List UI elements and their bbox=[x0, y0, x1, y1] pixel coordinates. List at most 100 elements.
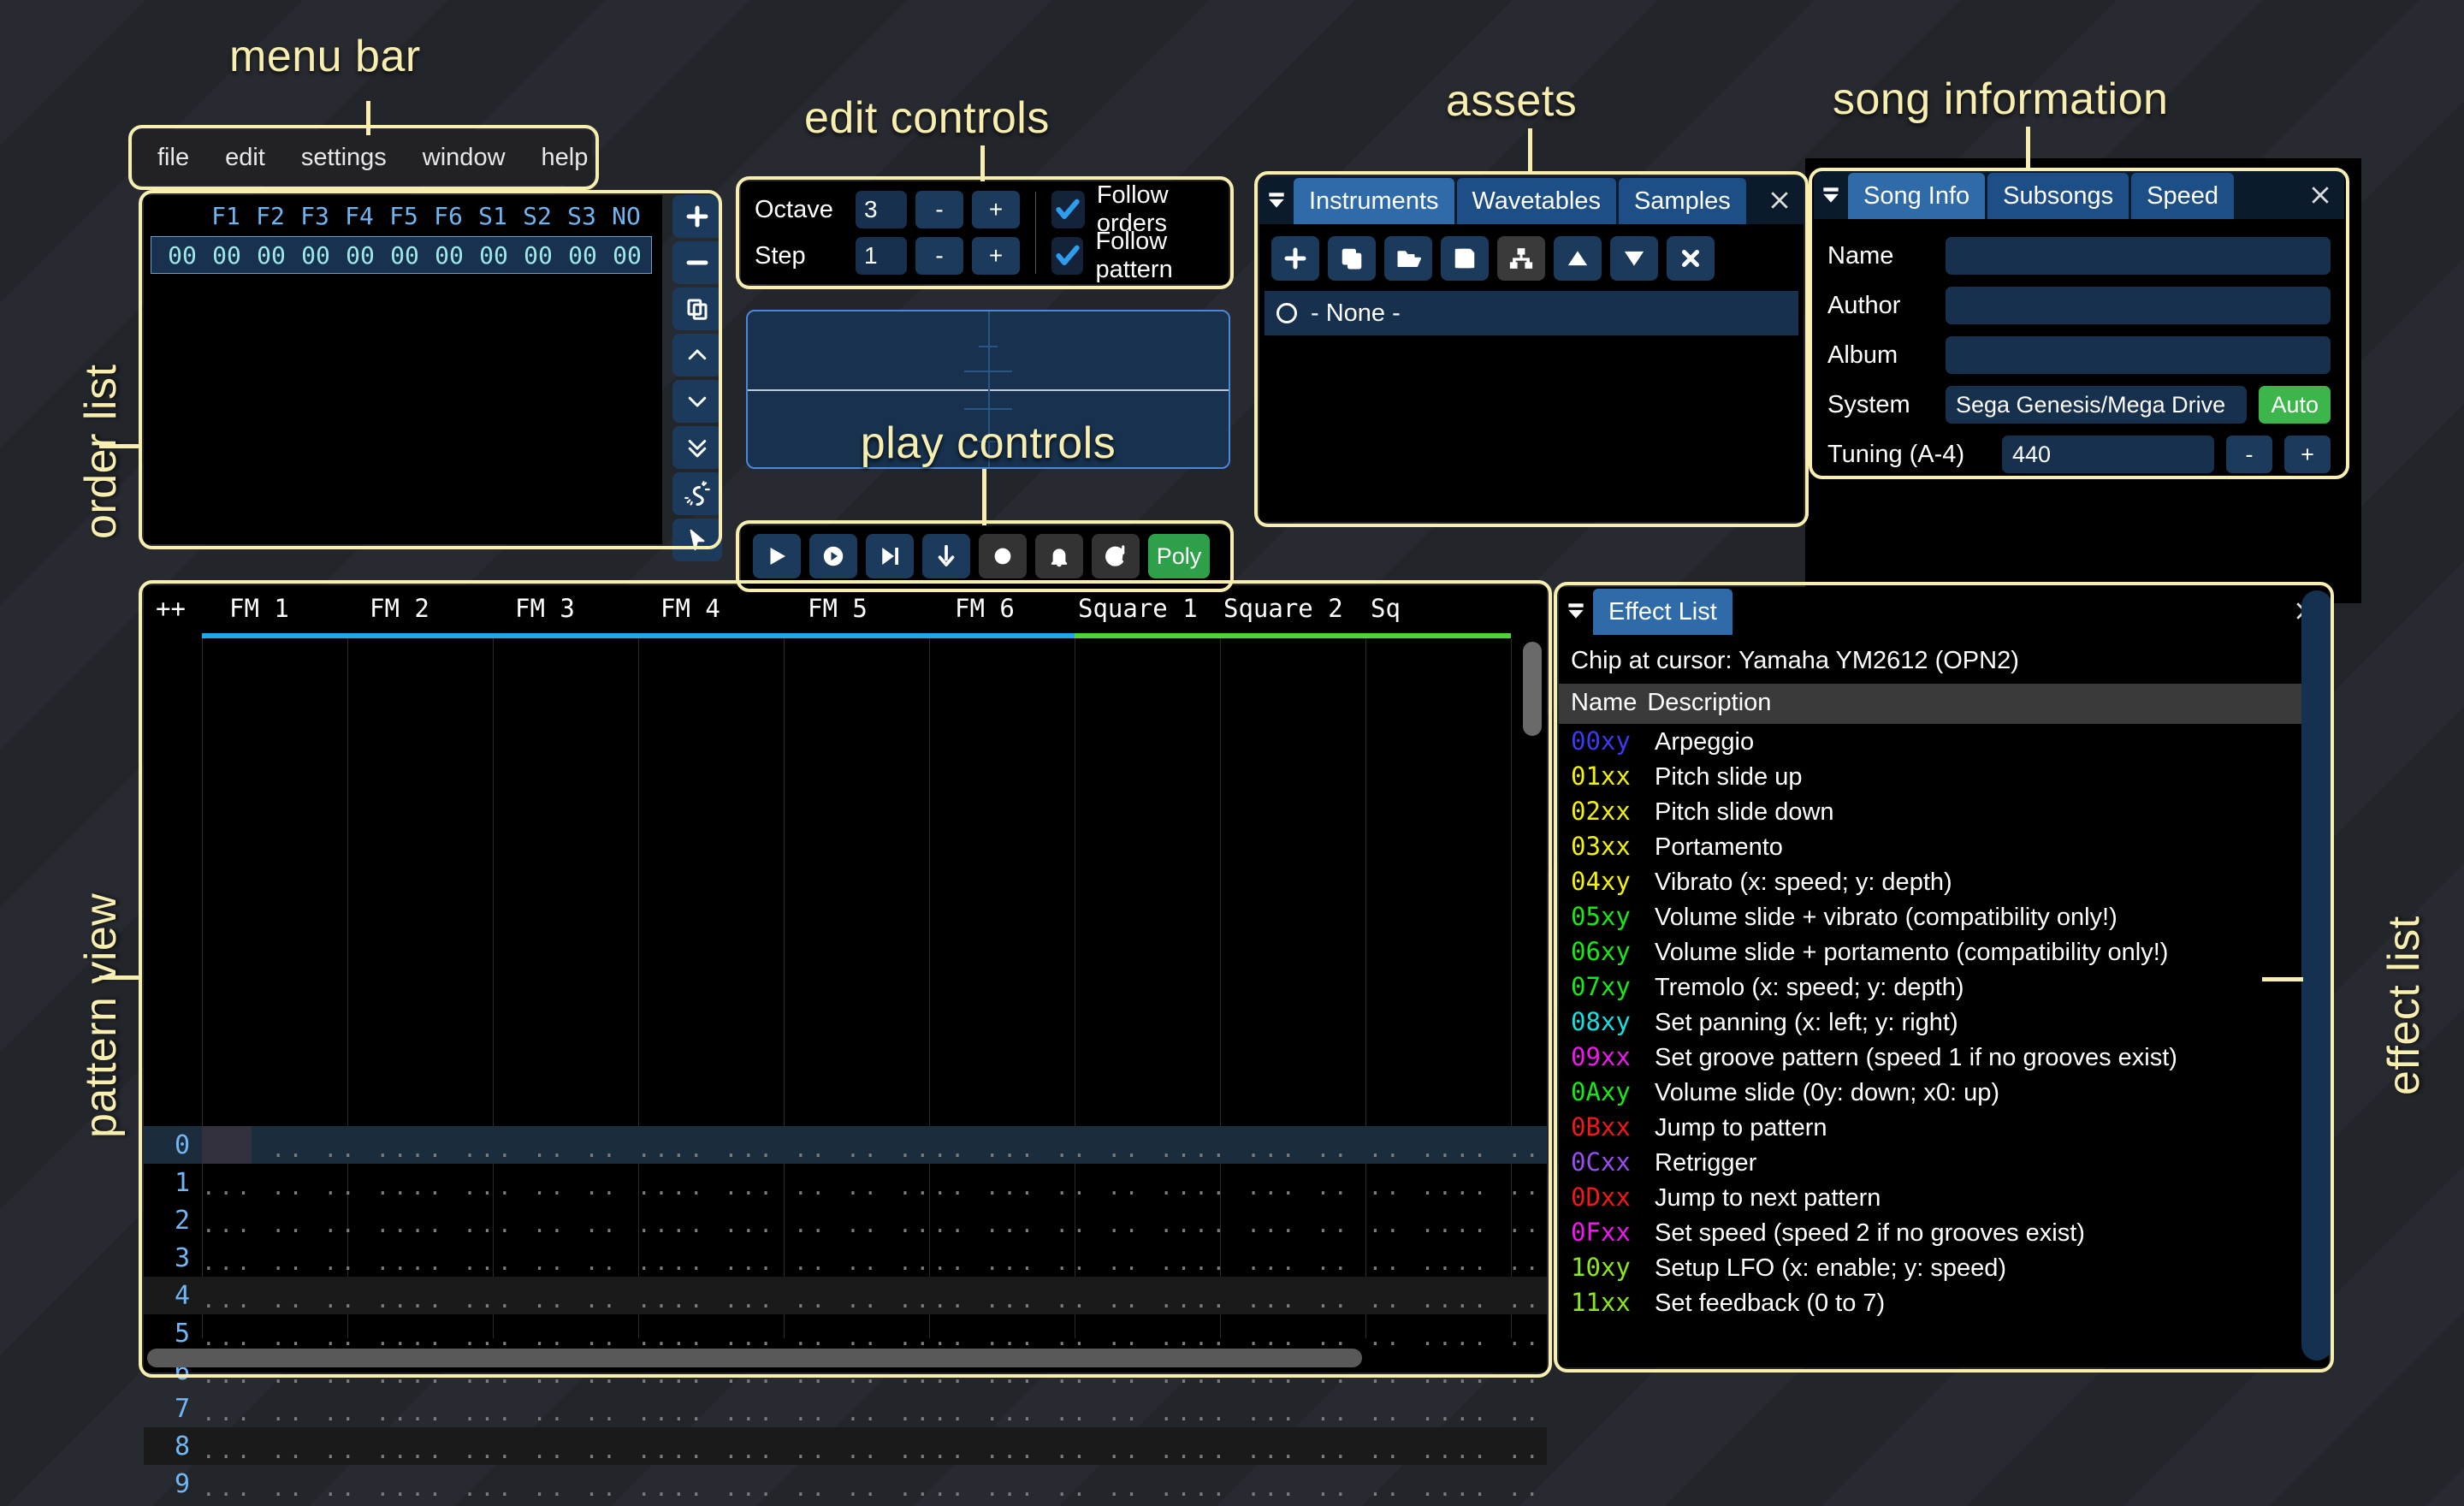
effect-row[interactable]: 11xx Set feedback (0 to 7) bbox=[1559, 1285, 2329, 1320]
triangle-down-icon[interactable] bbox=[1610, 236, 1658, 281]
channel-label-square3[interactable]: Sq bbox=[1371, 594, 1401, 623]
collapse-icon[interactable] bbox=[1259, 176, 1294, 224]
menu-item-file[interactable]: file bbox=[157, 143, 190, 171]
oscilloscope-view[interactable] bbox=[746, 310, 1230, 469]
pattern-row-cells[interactable]: ... .. .. .... ... .. .. .... ... .. .. … bbox=[202, 1213, 1547, 1238]
tuning-minus-button[interactable]: - bbox=[2226, 436, 2272, 473]
step-value[interactable]: 1 bbox=[856, 237, 907, 275]
order-cell[interactable]: 00 bbox=[613, 240, 642, 270]
effect-row[interactable]: 00xy Arpeggio bbox=[1559, 724, 2329, 759]
order-cell[interactable]: 00 bbox=[346, 240, 375, 270]
tab-effect-list[interactable]: Effect List bbox=[1593, 589, 1732, 635]
system-auto-button[interactable]: Auto bbox=[2259, 386, 2331, 424]
pattern-row-cells[interactable]: ... .. .. .... ... .. .. .... ... .. .. … bbox=[202, 1175, 1547, 1201]
effect-row[interactable]: 06xy Volume slide + portamento (compatibi… bbox=[1559, 934, 2329, 969]
menu-item-window[interactable]: window bbox=[422, 143, 506, 171]
tab-samples[interactable]: Samples bbox=[1618, 178, 1746, 224]
channel-label-fm4[interactable]: FM 4 bbox=[660, 594, 720, 623]
tab-subsongs[interactable]: Subsongs bbox=[1987, 173, 2129, 219]
play-circle-icon[interactable] bbox=[809, 534, 857, 578]
pattern-cursor-cell[interactable] bbox=[202, 1126, 252, 1164]
order-cell[interactable]: 00 bbox=[257, 240, 286, 270]
copy-icon[interactable] bbox=[1328, 236, 1376, 281]
order-list-row[interactable]: 00 00 00 00 00 00 00 00 00 00 00 bbox=[151, 236, 652, 274]
copy-icon[interactable] bbox=[672, 288, 722, 330]
pattern-row-cells[interactable]: ... .. .. .... ... .. .. .... ... .. .. … bbox=[202, 1438, 1547, 1464]
order-cell[interactable]: 00 bbox=[390, 240, 419, 270]
remove-order-button[interactable] bbox=[672, 241, 722, 284]
folder-open-icon[interactable] bbox=[1384, 236, 1432, 281]
plus-icon[interactable] bbox=[1271, 236, 1319, 281]
step-minus-button[interactable]: - bbox=[915, 237, 963, 275]
pattern-grid[interactable]: 0 ... .. .. .... ... .. .. .... ... .. ..… bbox=[144, 638, 1547, 1502]
cursor-icon[interactable] bbox=[672, 519, 722, 561]
tab-instruments[interactable]: Instruments bbox=[1294, 178, 1454, 224]
song-tuning-input[interactable]: 440 bbox=[2002, 436, 2214, 473]
order-cell[interactable]: 00 bbox=[212, 240, 241, 270]
order-cell[interactable]: 00 bbox=[524, 240, 553, 270]
pattern-vertical-scrollbar[interactable] bbox=[1523, 642, 1542, 736]
close-icon[interactable] bbox=[2296, 171, 2344, 219]
menu-item-help[interactable]: help bbox=[541, 143, 589, 171]
pattern-row[interactable]: 1 ... .. .. .... ... .. .. .... ... .. ..… bbox=[144, 1164, 1547, 1201]
pattern-row[interactable]: 5 ... .. .. .... ... .. .. .... ... .. ..… bbox=[144, 1314, 1547, 1352]
collapse-icon[interactable] bbox=[1559, 587, 1593, 635]
pattern-view-panel[interactable]: ++ FM 1 FM 2 FM 3 FM 4 FM 5 FM 6 Square … bbox=[144, 585, 1547, 1502]
effect-row[interactable]: 07xy Tremolo (x: speed; y: depth) bbox=[1559, 969, 2329, 1005]
pattern-row[interactable]: 0 ... .. .. .... ... .. .. .... ... .. ..… bbox=[144, 1126, 1547, 1164]
order-cell[interactable]: 00 bbox=[479, 240, 508, 270]
pattern-row[interactable]: 10... .. .. .... ... .. .. .... ... .. .… bbox=[144, 1503, 1547, 1506]
effect-list-rows[interactable]: 00xy Arpeggio 01xx Pitch slide up 02xx Pitch … bbox=[1559, 724, 2329, 1320]
pattern-row[interactable]: 4 ... .. .. .... ... .. .. .... ... .. ..… bbox=[144, 1277, 1547, 1314]
effect-row[interactable]: 0Dxx Jump to next pattern bbox=[1559, 1180, 2329, 1215]
effect-row[interactable]: 0Axy Volume slide (0y: down; x0: up) bbox=[1559, 1075, 2329, 1110]
pattern-row[interactable]: 7 ... .. .. .... ... .. .. .... ... .. ..… bbox=[144, 1390, 1547, 1427]
effect-row[interactable]: 0Cxx Retrigger bbox=[1559, 1145, 2329, 1180]
song-system-value[interactable]: Sega Genesis/Mega Drive bbox=[1946, 386, 2248, 424]
poly-mono-button[interactable]: Poly bbox=[1148, 534, 1210, 578]
pattern-row-cells[interactable]: ... .. .. .... ... .. .. .... ... .. .. … bbox=[202, 1476, 1547, 1502]
close-icon[interactable] bbox=[1756, 176, 1804, 224]
bell-icon[interactable] bbox=[1035, 534, 1083, 578]
tab-wavetables[interactable]: Wavetables bbox=[1456, 178, 1616, 224]
chevron-down-icon[interactable] bbox=[672, 380, 722, 423]
follow-orders-checkbox[interactable] bbox=[1051, 191, 1085, 228]
pattern-row[interactable]: 3 ... .. .. .... ... .. .. .... ... .. ..… bbox=[144, 1239, 1547, 1277]
channel-label-fm5[interactable]: FM 5 bbox=[808, 594, 868, 623]
order-cell[interactable]: 00 bbox=[435, 240, 464, 270]
step-plus-button[interactable]: + bbox=[972, 237, 1020, 275]
pattern-row-cells[interactable]: ... .. .. .... ... .. .. .... ... .. .. … bbox=[202, 1288, 1547, 1313]
collapse-icon[interactable] bbox=[1814, 171, 1848, 219]
follow-orders-row[interactable]: Follow orders bbox=[1051, 181, 1229, 237]
arrow-down-icon[interactable] bbox=[922, 534, 970, 578]
song-author-input[interactable] bbox=[1946, 287, 2331, 324]
add-order-button[interactable] bbox=[672, 195, 722, 238]
effect-row[interactable]: 09xx Set groove pattern (speed 1 if no gr… bbox=[1559, 1040, 2329, 1075]
tab-speed[interactable]: Speed bbox=[2131, 173, 2235, 219]
menu-item-settings[interactable]: settings bbox=[300, 143, 387, 171]
channel-label-square2[interactable]: Square 2 bbox=[1223, 594, 1343, 623]
dock-splitter[interactable] bbox=[2301, 590, 2332, 1361]
pattern-row-cells[interactable]: ... .. .. .... ... .. .. .... ... .. .. … bbox=[202, 1137, 1547, 1163]
effect-row[interactable]: 10xy Setup LFO (x: enable; y: speed) bbox=[1559, 1250, 2329, 1285]
tab-song-info[interactable]: Song Info bbox=[1848, 173, 1986, 219]
follow-pattern-row[interactable]: Follow pattern bbox=[1051, 228, 1229, 283]
channel-label-fm6[interactable]: FM 6 bbox=[955, 594, 1015, 623]
effect-row[interactable]: 0Fxx Set speed (speed 2 if no grooves exi… bbox=[1559, 1215, 2329, 1250]
song-name-input[interactable] bbox=[1946, 237, 2331, 275]
order-cell[interactable]: 00 bbox=[301, 240, 330, 270]
list-item[interactable]: - None - bbox=[1265, 291, 1798, 335]
octave-minus-button[interactable]: - bbox=[915, 191, 963, 228]
x-icon[interactable] bbox=[1667, 236, 1715, 281]
pattern-row[interactable]: 9 ... .. .. .... ... .. .. .... ... .. ..… bbox=[144, 1465, 1547, 1503]
channel-label-fm1[interactable]: FM 1 bbox=[229, 594, 289, 623]
pattern-row-cells[interactable]: ... .. .. .... ... .. .. .... ... .. .. … bbox=[202, 1325, 1547, 1351]
effect-row[interactable]: 04xy Vibrato (x: speed; y: depth) bbox=[1559, 864, 2329, 899]
repeat-icon[interactable] bbox=[1092, 534, 1140, 578]
pattern-row-cells[interactable]: ... .. .. .... ... .. .. .... ... .. .. … bbox=[202, 1401, 1547, 1426]
effect-row[interactable]: 03xx Portamento bbox=[1559, 829, 2329, 864]
song-album-input[interactable] bbox=[1946, 336, 2331, 374]
menu-item-edit[interactable]: edit bbox=[225, 143, 265, 171]
pattern-horizontal-scrollbar[interactable] bbox=[147, 1349, 1362, 1367]
order-cell[interactable]: 00 bbox=[568, 240, 597, 270]
